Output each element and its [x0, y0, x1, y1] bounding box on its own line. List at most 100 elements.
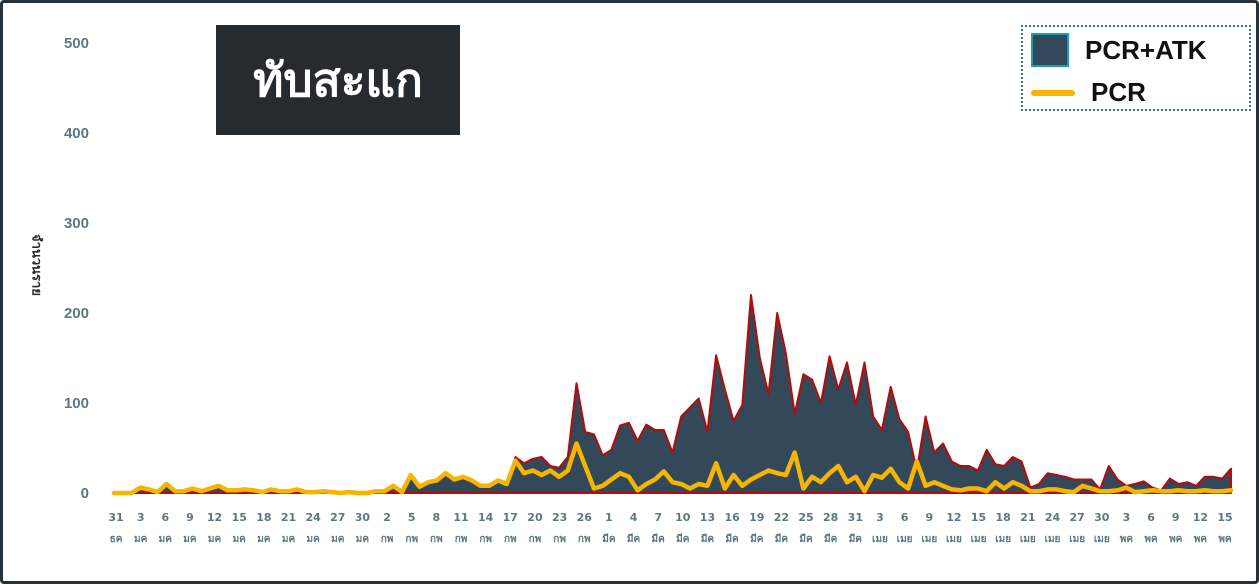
- x-tick-day: 21: [1020, 511, 1035, 524]
- x-tick-day: 15: [971, 511, 986, 524]
- x-tick-month: มค: [257, 534, 271, 545]
- x-tick-day: 19: [749, 511, 764, 524]
- x-tick-month: พค: [1194, 534, 1208, 545]
- x-tick-month: มีค: [775, 533, 789, 545]
- x-tick-day: 26: [577, 511, 593, 524]
- y-tick-label: 0: [81, 485, 89, 502]
- x-tick-month: เมย: [995, 534, 1011, 545]
- x-tick-month: มค: [159, 534, 173, 545]
- x-tick-month: เมย: [897, 534, 913, 545]
- x-tick-day: 23: [552, 511, 567, 524]
- x-tick-month: พค: [1120, 534, 1134, 545]
- x-tick-day: 22: [774, 511, 789, 524]
- x-tick-month: มค: [331, 534, 345, 545]
- x-tick-month: กพ: [479, 534, 492, 545]
- y-tick-label: 400: [64, 125, 89, 142]
- x-tick-month: มีค: [824, 533, 838, 545]
- series-line-pcr: [111, 441, 1234, 496]
- x-tick-month: เมย: [921, 534, 937, 545]
- x-tick-day: 18: [256, 511, 271, 524]
- x-tick-day: 10: [675, 511, 691, 524]
- x-tick-month: มค: [233, 534, 247, 545]
- legend-swatch-area: [1031, 33, 1069, 67]
- x-tick-day: 6: [901, 511, 909, 524]
- x-tick-day: 12: [1193, 511, 1208, 524]
- x-tick-month: เมย: [971, 534, 987, 545]
- x-tick-day: 12: [207, 511, 222, 524]
- x-tick-day: 20: [527, 511, 543, 524]
- x-tick-month: กพ: [430, 534, 443, 545]
- x-tick-day: 4: [630, 511, 638, 524]
- y-tick-label: 200: [64, 305, 89, 322]
- y-tick-label: 300: [64, 215, 89, 232]
- x-tick-month: กพ: [504, 534, 517, 545]
- x-tick-month: มีค: [849, 533, 863, 545]
- x-tick-day: 9: [925, 511, 933, 524]
- legend-label-pcr: PCR: [1091, 77, 1146, 107]
- x-tick-month: กพ: [381, 534, 394, 545]
- x-tick-day: 25: [798, 511, 813, 524]
- x-tick-day: 27: [1069, 511, 1084, 524]
- x-tick-month: กพ: [455, 534, 468, 545]
- x-tick-month: มีค: [676, 533, 690, 545]
- x-tick-month: เมย: [872, 534, 888, 545]
- x-tick-day: 11: [453, 511, 468, 524]
- x-tick-day: 6: [161, 511, 169, 524]
- x-tick-day: 13: [700, 511, 715, 524]
- x-tick-day: 24: [1045, 511, 1061, 524]
- x-tick-month: พค: [1218, 534, 1232, 545]
- x-tick-month: มีค: [725, 533, 739, 545]
- x-tick-month: มีค: [602, 533, 616, 545]
- x-tick-month: มค: [282, 534, 296, 545]
- x-tick-month: มีค: [799, 533, 813, 545]
- x-tick-month: เมย: [1020, 534, 1036, 545]
- x-tick-day: 16: [724, 511, 740, 524]
- x-tick-month: ธค: [110, 534, 123, 545]
- x-tick-month: มีค: [652, 533, 666, 545]
- x-tick-day: 24: [305, 511, 321, 524]
- x-tick-day: 31: [108, 511, 123, 524]
- y-axis-title: จำนวนราย: [28, 234, 44, 296]
- x-tick-day: 9: [186, 511, 194, 524]
- y-tick-label: 100: [64, 395, 89, 412]
- x-tick-month: กพ: [578, 534, 591, 545]
- x-tick-month: มค: [183, 534, 197, 545]
- x-tick-day: 14: [478, 511, 494, 524]
- x-tick-month: เมย: [1045, 534, 1061, 545]
- x-tick-day: 12: [946, 511, 961, 524]
- x-tick-day: 30: [1094, 511, 1110, 524]
- x-tick-day: 3: [876, 511, 884, 524]
- x-tick-month: มีค: [750, 533, 764, 545]
- x-tick-day: 30: [355, 511, 371, 524]
- x-tick-month: มค: [356, 534, 370, 545]
- x-axis-ticks: 31ธค3มค6มค9มค12มค15มค18มค21มค24มค27มค30ม…: [108, 511, 1232, 545]
- x-tick-day: 21: [281, 511, 296, 524]
- x-tick-day: 17: [503, 511, 518, 524]
- y-tick-label: 500: [64, 35, 89, 52]
- legend-item-pcr: PCR: [1031, 77, 1146, 108]
- x-tick-month: เมย: [946, 534, 962, 545]
- x-tick-month: กพ: [529, 534, 542, 545]
- x-tick-month: พค: [1169, 534, 1183, 545]
- x-tick-day: 2: [383, 511, 391, 524]
- x-tick-month: มค: [307, 534, 321, 545]
- x-tick-day: 28: [823, 511, 838, 524]
- x-tick-month: กพ: [553, 534, 566, 545]
- legend-item-pcr-atk: PCR+ATK: [1031, 33, 1207, 67]
- x-tick-day: 6: [1147, 511, 1155, 524]
- x-tick-day: 1: [605, 511, 613, 524]
- x-tick-month: มค: [208, 534, 222, 545]
- legend-label-pcr-atk: PCR+ATK: [1085, 34, 1207, 65]
- x-tick-day: 3: [1123, 511, 1131, 524]
- x-tick-day: 15: [1217, 511, 1232, 524]
- chart-title: ทับสะแก: [216, 25, 460, 135]
- x-tick-day: 3: [137, 511, 145, 524]
- legend-swatch-line: [1031, 89, 1075, 96]
- x-tick-month: เมย: [1069, 534, 1085, 545]
- x-tick-month: มค: [134, 534, 148, 545]
- x-tick-day: 15: [232, 511, 247, 524]
- x-tick-day: 8: [433, 511, 441, 524]
- x-tick-month: เมย: [1094, 534, 1110, 545]
